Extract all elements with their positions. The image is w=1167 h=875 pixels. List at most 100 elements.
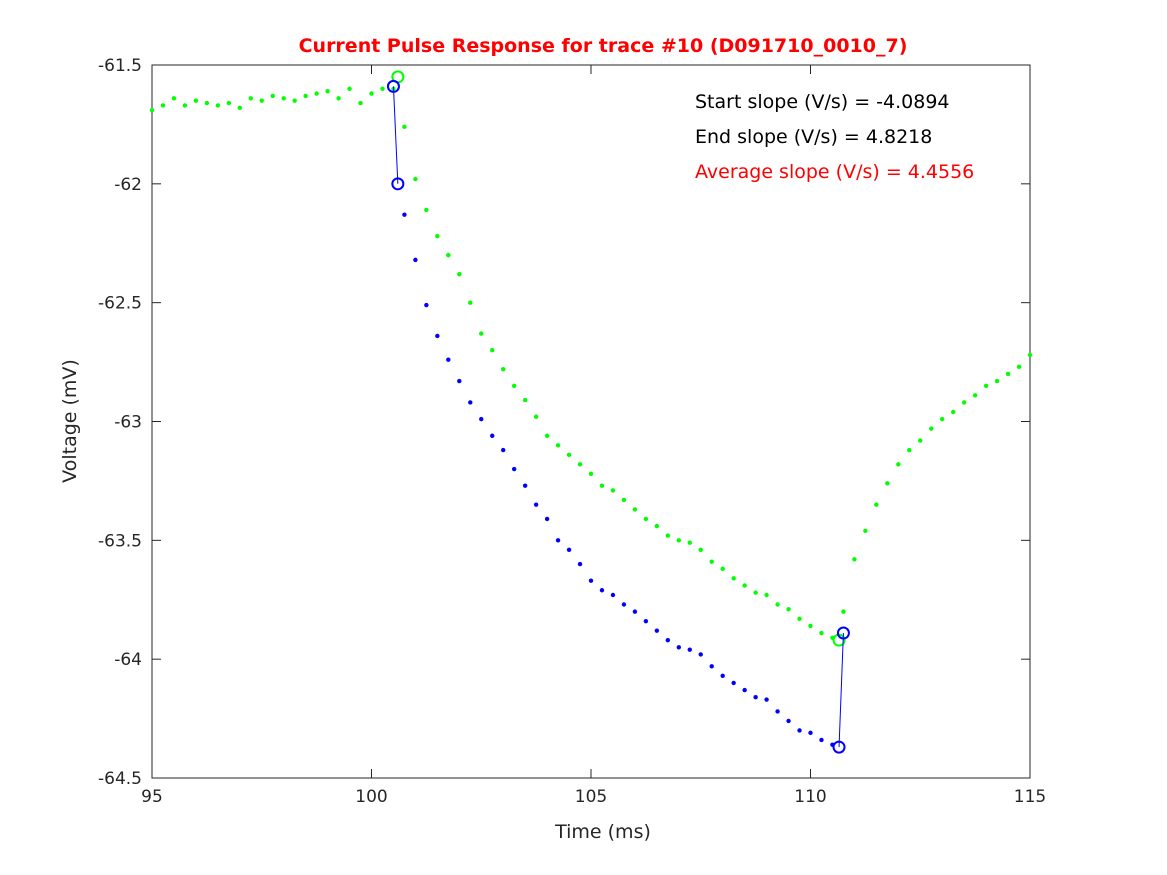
data-point [621,497,627,503]
data-point [292,98,297,103]
data-point [314,91,319,96]
data-point [950,409,956,415]
annotation: End slope (V/s) = 4.8218 [695,126,932,148]
data-point [511,466,517,472]
data-point [204,100,210,106]
data-point [599,588,605,593]
data-point [446,357,451,362]
data-point [775,602,780,607]
data-point [753,694,758,700]
x-tick-label: 115 [1014,787,1046,807]
data-point [1005,371,1011,377]
data-point [687,647,692,652]
data-point [994,378,1000,384]
data-point [808,623,813,629]
data-point [533,414,539,419]
data-point [709,559,714,564]
marker-circle [391,177,405,191]
y-tick-label: -64.5 [98,769,142,789]
data-point [797,616,802,621]
data-point [336,96,341,101]
data-point [160,103,166,108]
data-point [720,566,725,572]
data-point [149,107,155,113]
data-point [972,393,978,398]
y-tick-label: -63.5 [98,531,142,551]
data-point [676,645,681,650]
data-point [468,400,473,405]
data-point [643,516,649,522]
data-point [171,96,177,101]
data-point [742,687,747,693]
data-point [226,100,232,106]
y-tick-label: -64 [114,650,142,670]
y-tick-label: -62 [114,175,142,195]
data-point [566,452,572,457]
data-point [577,561,583,567]
data-point [940,416,945,422]
connector-line [838,633,844,748]
data-point [490,433,495,438]
data-point [479,416,484,422]
data-point [896,462,901,467]
data-point [435,233,440,239]
data-point [402,212,407,217]
data-point [1016,364,1022,370]
data-point [764,697,769,702]
data-point [468,300,473,305]
data-point [709,664,714,669]
data-point [874,502,879,507]
data-point [248,96,253,101]
data-point [731,680,736,686]
data-point [457,271,462,277]
data-point [698,652,703,657]
data-point [402,124,407,129]
data-point [490,348,495,353]
data-point [654,628,660,633]
data-point [424,302,429,308]
chart-title: Current Pulse Response for trace #10 (D0… [299,35,908,57]
data-point [457,378,462,384]
data-point [215,103,221,108]
data-point [588,471,594,476]
data-point [819,630,824,636]
data-point [566,547,572,553]
data-point [841,609,846,614]
marker-circle [832,740,846,754]
data-point [863,528,868,534]
x-tick-label: 105 [575,787,607,807]
data-point [182,103,188,108]
data-point [632,507,638,512]
data-point [347,86,352,91]
data-point [698,547,703,553]
annotation: Average slope (V/s) = 4.4556 [695,161,974,183]
connector-line [392,86,399,184]
data-point [983,383,989,389]
data-point [501,367,506,372]
data-point [435,333,440,339]
data-point [281,96,286,101]
y-axis-label: Voltage (mV) [59,359,81,483]
marker-circle [836,626,850,640]
data-point [961,400,967,405]
y-tick-label: -62.5 [98,294,142,314]
data-point [610,488,616,493]
x-tick-label: 100 [355,787,387,807]
data-point [808,730,813,736]
data-point [533,502,539,507]
data-point [522,483,528,488]
annotation: Start slope (V/s) = -4.0894 [695,91,950,113]
data-point [885,481,890,486]
data-point [753,590,758,595]
data-point [918,438,923,443]
data-point [742,583,747,588]
data-point [544,516,550,522]
data-point [501,447,506,453]
data-point [687,540,692,545]
plot-area [151,64,1031,779]
data-point [270,93,275,99]
x-tick-label: 95 [141,787,163,807]
data-point [786,718,791,724]
data-point [555,443,561,448]
